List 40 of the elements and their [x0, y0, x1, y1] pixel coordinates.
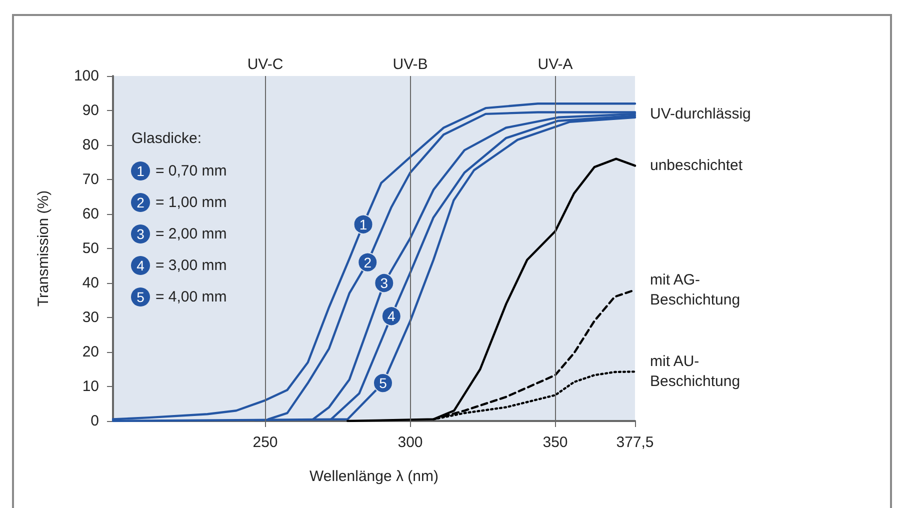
ref-line-label: UV-C [247, 56, 284, 73]
y-tick-label: 50 [82, 240, 99, 257]
series-label: mit AG- Beschichtung [650, 271, 740, 308]
y-axis-title: Transmission (%) [35, 190, 52, 307]
legend-label: = 2,00 mm [156, 226, 227, 242]
ref-line-label: UV-A [538, 56, 573, 73]
y-tick-label: 20 [82, 344, 99, 360]
text: 1 [136, 163, 144, 179]
annotation: 1 [359, 216, 368, 232]
legend-label: = 1,00 mm [156, 194, 227, 211]
x-tick-label: 300 [398, 434, 423, 451]
annotation: 4 [388, 308, 396, 324]
annotation: 3 [380, 275, 388, 291]
y-tick-label: 70 [82, 171, 99, 188]
y-tick-label: 90 [82, 102, 99, 119]
y-tick-label: 40 [82, 274, 99, 292]
legend-label: = 0,70 mm [156, 162, 227, 180]
series-label: mit AU- Beschichtung [650, 353, 740, 390]
y-tick-label: 30 [82, 309, 99, 326]
annotation: 5 [379, 375, 388, 392]
x-tick-label: 250 [252, 434, 278, 451]
annotation: UV-durchlässig [650, 105, 751, 122]
text: 5 [136, 289, 144, 305]
ref-line-label: UV-B [392, 56, 428, 73]
legend-title: Glasdicke: [132, 130, 202, 147]
y-tick-label: 60 [82, 206, 99, 222]
annotation: 2 [364, 254, 372, 270]
y-tick-label: 10 [82, 378, 99, 395]
text: 3 [136, 226, 144, 242]
y-tick-label: 100 [74, 68, 99, 84]
x-tick-label: 377,5 [616, 434, 654, 451]
y-tick-label: 0 [90, 412, 99, 430]
x-tick-label: 350 [542, 434, 568, 451]
legend-label: = 3,00 mm [156, 257, 227, 274]
text: 2 [136, 194, 144, 210]
legend-label: = 4,00 mm [156, 288, 227, 306]
x-axis-title: Wellenlänge λ (nm) [310, 468, 438, 485]
text: 4 [136, 258, 144, 274]
y-tick-label: 80 [82, 136, 99, 154]
series-label: unbeschichtet [650, 157, 744, 174]
